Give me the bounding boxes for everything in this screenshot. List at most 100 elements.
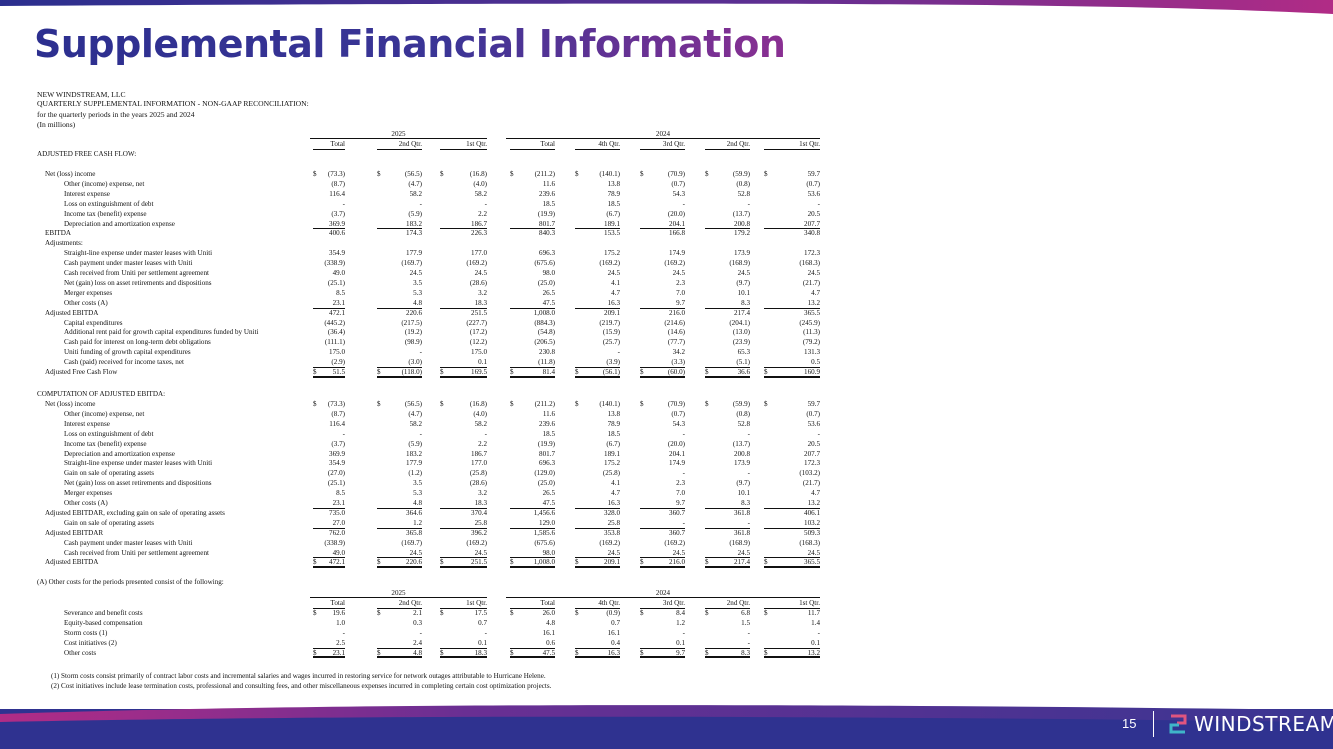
- cell-value: 34.2: [672, 348, 685, 357]
- value-cell: (169.2): [440, 259, 487, 269]
- cell-value: 220.6: [406, 558, 422, 567]
- cell-value: (111.1): [324, 338, 345, 347]
- dollar-sign: $: [575, 368, 579, 376]
- cell-value: 0.4: [611, 638, 620, 647]
- value-cell: 204.1: [640, 450, 685, 460]
- cell-value: (3.7): [331, 439, 345, 448]
- table-row: Capital expenditures (445.2) (217.5) (227.7…: [37, 319, 820, 329]
- value-cell: 13.2: [764, 299, 820, 309]
- value-cell: 54.3: [640, 420, 685, 430]
- row-label: Cash payment under master leases with Un…: [64, 538, 193, 547]
- value-cell: 0.4: [575, 639, 620, 649]
- cell-value: (0.9): [606, 609, 620, 617]
- cell-value: 18.5: [542, 429, 555, 438]
- cell-value: 59.7: [807, 400, 820, 408]
- value-cell: $ (60.0): [640, 368, 685, 378]
- cell-value: 365.5: [804, 558, 820, 567]
- value-cell: 735.0: [313, 509, 345, 519]
- dollar-sign: $: [764, 400, 768, 408]
- table-row: Other costs (A) 23.1 4.8 18.3 47.5 16.3 9.7 8.3…: [37, 299, 820, 309]
- table-row: Cash (paid) received for income taxes, n…: [37, 358, 820, 368]
- cell-value: 131.3: [804, 348, 820, 357]
- row-label: Other (income) expense, net: [64, 409, 145, 418]
- cell-value: 16.1: [607, 628, 620, 637]
- value-cell: -: [640, 629, 685, 639]
- cell-value: 36.6: [737, 368, 750, 376]
- value-cell: (19.9): [510, 210, 555, 220]
- cell-value: -: [342, 628, 345, 637]
- cell-value: (6.7): [606, 209, 620, 218]
- column-header: 1st Qtr.: [440, 599, 487, 609]
- dollar-sign: $: [377, 170, 381, 178]
- value-cell: (21.7): [764, 279, 820, 289]
- cell-value: 209.1: [604, 308, 620, 317]
- cell-value: (227.7): [466, 318, 487, 327]
- cell-value: -: [747, 628, 750, 637]
- value-cell: $8.4: [640, 609, 685, 619]
- cell-value: (70.9): [667, 170, 685, 178]
- cell-value: (25.1): [327, 479, 345, 488]
- cell-value: 54.3: [672, 419, 685, 428]
- cell-value: (0.8): [736, 179, 750, 188]
- cell-value: 26.5: [542, 288, 555, 297]
- cell-value: 16.3: [607, 648, 620, 657]
- cell-value: 4.7: [611, 288, 620, 297]
- cell-value: 10.1: [737, 489, 750, 498]
- cell-value: 59.7: [807, 170, 820, 178]
- cell-value: 216.0: [669, 308, 685, 317]
- cell-value: 239.6: [539, 419, 555, 428]
- cell-value: (169.2): [466, 259, 487, 268]
- table-row: Interest expense 116.4 58.2 58.2 239.6 78.9 54…: [37, 420, 820, 430]
- value-cell: (4.0): [440, 410, 487, 420]
- value-cell: (169.2): [640, 259, 685, 269]
- value-cell: 2.3: [640, 279, 685, 289]
- value-cell: $8.3: [705, 649, 750, 659]
- value-cell: -: [313, 629, 345, 639]
- section-title-label: ADJUSTED FREE CASH FLOW:: [37, 150, 137, 158]
- value-cell: 1.2: [377, 519, 422, 529]
- cell-value: (1.2): [408, 469, 422, 478]
- value-cell: 3.5: [377, 479, 422, 489]
- cell-value: (204.1): [729, 318, 750, 327]
- value-cell: -: [640, 469, 685, 479]
- value-cell: 23.1: [313, 299, 345, 309]
- cell-value: 6.8: [741, 609, 750, 617]
- value-cell: -: [640, 430, 685, 440]
- cell-value: (2.9): [331, 358, 345, 367]
- value-cell: 3.5: [377, 279, 422, 289]
- section-title: COMPUTATION OF ADJUSTED EBITDA:: [37, 390, 820, 400]
- dollar-sign: $: [313, 400, 317, 408]
- value-cell: (20.0): [640, 210, 685, 220]
- value-cell: 0.5: [764, 358, 820, 368]
- value-cell: 226.3: [440, 229, 487, 239]
- value-cell: 183.2: [377, 220, 422, 230]
- cell-value: (25.8): [602, 469, 620, 478]
- value-cell: 131.3: [764, 348, 820, 358]
- cell-value: (169.2): [599, 538, 620, 547]
- column-header: 3rd Qtr.: [640, 599, 685, 609]
- value-cell: 24.5: [440, 269, 487, 279]
- cell-value: 5.3: [413, 288, 422, 297]
- table-row: Adjustments:: [37, 239, 820, 249]
- cell-value: 166.8: [669, 229, 685, 238]
- cell-value: 3.2: [478, 489, 487, 498]
- dollar-sign: $: [640, 170, 644, 178]
- year-header-2025: 2025: [310, 130, 487, 139]
- cell-value: 16.3: [607, 298, 620, 307]
- dollar-sign: $: [640, 368, 644, 376]
- cell-value: 27.0: [332, 518, 345, 527]
- cell-value: 400.6: [329, 229, 345, 238]
- cell-value: 9.7: [676, 499, 685, 507]
- value-cell: -: [313, 200, 345, 210]
- cell-value: 0.6: [546, 638, 555, 647]
- value-cell: (2.9): [313, 358, 345, 368]
- bottom-decorative-band: [0, 705, 1333, 749]
- dollar-sign: $: [510, 170, 514, 178]
- value-cell: -: [440, 629, 487, 639]
- cell-value: 172.3: [804, 459, 820, 468]
- value-cell: (25.7): [575, 338, 620, 348]
- cell-value: 153.5: [604, 229, 620, 238]
- value-cell: 207.7: [764, 220, 820, 230]
- cell-value: 23.1: [332, 298, 345, 307]
- column-header: 4th Qtr.: [575, 140, 620, 150]
